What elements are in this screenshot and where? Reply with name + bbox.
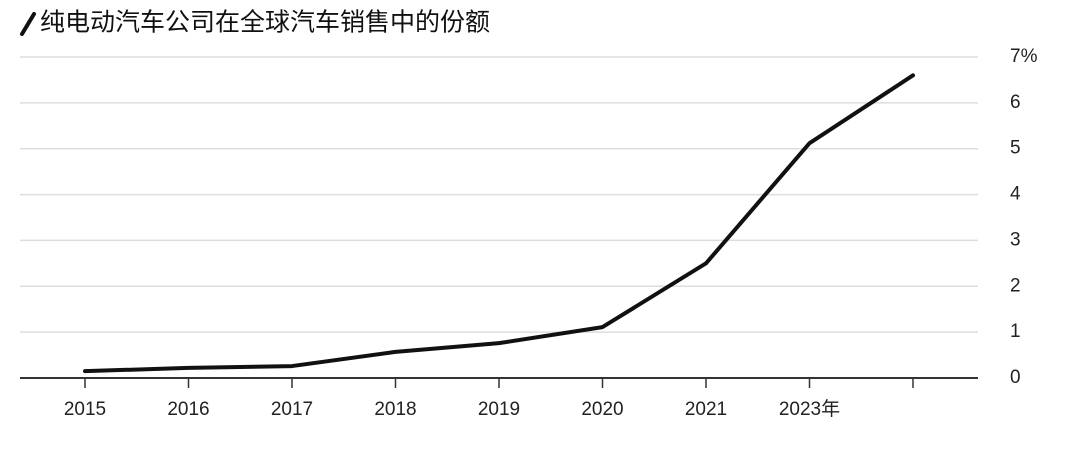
y-tick-label: 2 [1010,275,1021,296]
x-tick-label: 2018 [374,399,416,420]
title-icon [20,12,36,36]
x-tick-label: 2023年 [779,398,840,420]
y-tick-label: 4 [1010,184,1021,205]
x-tick-label: 2019 [478,399,520,420]
x-tick-label: 2020 [581,399,623,420]
x-tick-label: 2021 [685,399,727,420]
x-tick-label: 2017 [271,399,313,420]
y-tick-label: 5 [1010,138,1021,159]
y-tick-label: 3 [1010,229,1021,250]
line [83,73,915,374]
y-tick-label: 0 [1010,367,1021,388]
chart-title: 纯电动汽车公司在全球汽车销售中的份额 [40,9,490,37]
x-tick-label: 2015 [64,399,106,420]
y-tick-label: 1 [1010,321,1021,342]
y-tick-label: 7% [1010,46,1038,67]
y-tick-label: 6 [1010,92,1021,113]
x-tick-label: 2016 [167,399,209,420]
